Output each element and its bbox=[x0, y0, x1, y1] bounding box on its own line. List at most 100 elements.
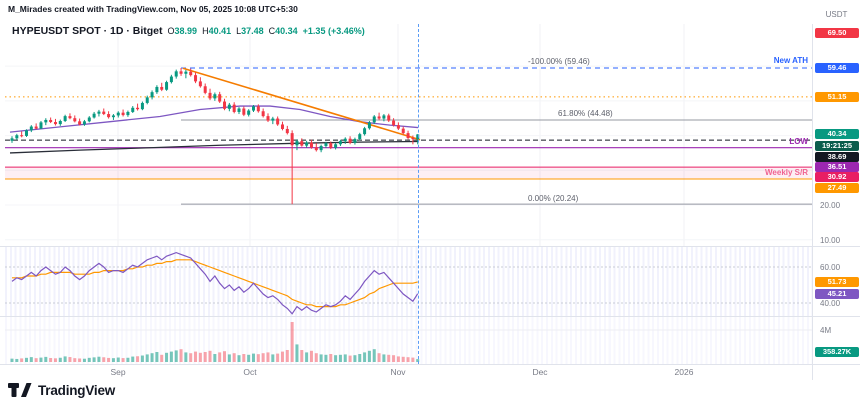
volume-bar bbox=[39, 357, 43, 362]
candle-body bbox=[169, 76, 173, 83]
time-axis-label: Nov bbox=[390, 367, 406, 377]
volume-bar bbox=[227, 354, 231, 362]
new-ath-price: 59.46 bbox=[815, 63, 859, 73]
candle-body bbox=[126, 111, 130, 116]
volume-bar bbox=[309, 350, 313, 362]
volume-bar bbox=[73, 358, 77, 362]
candle-body bbox=[111, 115, 115, 118]
volume-bar bbox=[295, 344, 299, 362]
candle-body bbox=[363, 128, 367, 135]
new-ath-label: New ATH bbox=[773, 56, 808, 65]
candle-body bbox=[406, 133, 410, 138]
current-bar-vertical-line bbox=[418, 24, 419, 364]
price-axis-tick: 10.00 bbox=[820, 235, 841, 245]
candle-body bbox=[97, 111, 101, 114]
candle-body bbox=[372, 116, 376, 123]
weekly-sr-top-price: 30.92 bbox=[815, 172, 859, 183]
weekly-sr-zone bbox=[5, 167, 812, 179]
low-label: LOW bbox=[789, 137, 808, 146]
volume-bar bbox=[242, 354, 246, 362]
candle-body bbox=[300, 141, 304, 146]
volume-bar bbox=[396, 356, 400, 362]
candle-body bbox=[131, 107, 135, 112]
volume-bar bbox=[382, 354, 386, 362]
volume-bar bbox=[314, 353, 318, 362]
candle-body bbox=[116, 112, 120, 116]
candle-body bbox=[203, 86, 207, 93]
volume-bar bbox=[218, 352, 222, 362]
volume-bar bbox=[111, 358, 115, 362]
price-axis-tick: 20.00 bbox=[820, 201, 841, 210]
price-levels bbox=[5, 67, 812, 205]
volume-bar bbox=[280, 351, 284, 362]
slow-ma-line bbox=[9, 140, 419, 154]
volume-bar bbox=[92, 357, 96, 362]
trendline-group bbox=[182, 67, 421, 141]
dashed-level-price: 38.69 bbox=[815, 152, 859, 163]
candle-body bbox=[87, 117, 91, 122]
ohlc-close: C40.34 bbox=[268, 26, 298, 36]
volume-bar bbox=[136, 356, 140, 362]
candle-body bbox=[29, 126, 33, 131]
volume-bar bbox=[97, 356, 101, 362]
candle-body bbox=[242, 108, 246, 115]
volume-bar bbox=[261, 353, 265, 362]
volume-bar bbox=[82, 358, 86, 362]
rsi-indicator-panel[interactable] bbox=[5, 246, 812, 316]
volume-bar bbox=[58, 357, 62, 362]
candle-body bbox=[290, 133, 294, 146]
rsi-value: 45.21 bbox=[815, 288, 859, 299]
tradingview-logo[interactable]: TradingView bbox=[8, 380, 115, 400]
volume-bar bbox=[29, 357, 33, 362]
candle-body bbox=[305, 142, 309, 146]
time-axis-label: 2026 bbox=[674, 367, 694, 377]
volume-bar bbox=[10, 358, 14, 362]
fib-label-minus100: -100.00% (59.46) bbox=[528, 57, 590, 66]
volume-axis-tick: 4M bbox=[820, 326, 832, 335]
candles bbox=[10, 68, 420, 205]
volume-bar bbox=[305, 352, 309, 362]
tradingview-logo-icon bbox=[8, 383, 32, 397]
volume-bar bbox=[160, 354, 164, 362]
candle-body bbox=[377, 116, 381, 119]
volume-panel[interactable] bbox=[5, 316, 812, 364]
volume-bar bbox=[353, 355, 357, 362]
candle-body bbox=[382, 115, 386, 119]
rsi-ma-line bbox=[12, 259, 418, 308]
candle-body bbox=[136, 107, 140, 110]
last-price: 40.34 bbox=[815, 129, 859, 140]
price-scale[interactable]: 69.50 59.46 51.15 40.34 19:21:25 38.69 36.51 30… bbox=[812, 24, 860, 380]
symbol-legend[interactable]: HYPEUSDT SPOT · 1D · Bitget O38.99 H40.4… bbox=[12, 25, 365, 37]
candle-body bbox=[179, 71, 183, 74]
candle-body bbox=[15, 135, 19, 139]
volume-bar bbox=[102, 357, 106, 362]
candle-body bbox=[401, 128, 405, 134]
candle-body bbox=[20, 135, 24, 137]
price-gridlines bbox=[5, 24, 812, 246]
candle-body bbox=[338, 141, 342, 145]
time-axis[interactable]: Sep Oct Nov Dec 2026 bbox=[0, 364, 812, 380]
candle-body bbox=[10, 138, 14, 141]
time-axis-label: Sep bbox=[110, 367, 126, 377]
volume-bar bbox=[107, 357, 111, 362]
volume-bar bbox=[252, 353, 255, 362]
candle-body bbox=[165, 82, 169, 90]
candle-body bbox=[232, 104, 236, 112]
volume-bar bbox=[165, 352, 169, 362]
candle-body bbox=[387, 115, 391, 121]
volume-bar bbox=[24, 357, 28, 362]
candle-body bbox=[145, 97, 149, 103]
price-chart-svg bbox=[5, 24, 812, 246]
panel-separator bbox=[0, 246, 860, 247]
candle-body bbox=[329, 143, 333, 148]
volume-bar bbox=[87, 357, 91, 362]
volume-bar bbox=[271, 354, 275, 362]
volume-bar bbox=[213, 354, 217, 362]
candle-body bbox=[198, 81, 202, 87]
price-chart-panel[interactable] bbox=[5, 24, 812, 246]
volume-value-badge: 358.27K bbox=[815, 347, 859, 357]
candle-body bbox=[343, 138, 347, 142]
tradingview-logo-text: TradingView bbox=[38, 382, 116, 398]
candle-body bbox=[63, 116, 67, 121]
volume-bar bbox=[232, 353, 236, 362]
